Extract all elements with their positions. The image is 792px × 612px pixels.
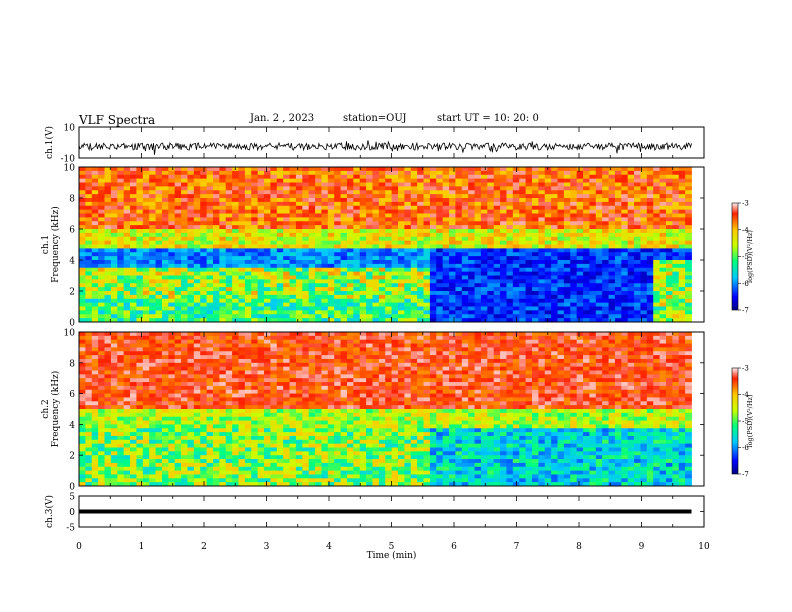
xtick-label: 9: [639, 542, 645, 552]
ch1-spectrogram-ytick-label: 6: [69, 226, 75, 236]
ch1-waveform-trace: [78, 140, 692, 155]
ch2-spectrogram-ytick-label: 10: [64, 329, 76, 339]
xtick-label: 8: [576, 542, 582, 552]
ch2-spectrogram-colorbar-tick: -5: [742, 418, 749, 426]
ch2-spectrogram-ytick-label: 0: [69, 483, 75, 493]
ch1-spectrogram-ylabel: Frequency (kHz): [50, 206, 61, 283]
ch3-waveform-ytick-label: 0: [69, 508, 75, 518]
xtick-label: 4: [326, 542, 332, 552]
ch2-spectrogram-ytick-label: 6: [69, 390, 75, 400]
ch2-spectrogram-colorbar-tick: -3: [742, 365, 749, 373]
ch2-spectrogram-colorbar-tick: -4: [742, 391, 749, 399]
ch1-spectrogram-colorbar: [731, 202, 739, 311]
ch2-spectrogram-ytick-label: 8: [69, 359, 75, 369]
ch1-spectrogram-colorbar-tick: -4: [742, 226, 749, 234]
xtick-label: 2: [201, 542, 207, 552]
ch2-spectrogram-ylabel: Frequency (kHz): [50, 371, 61, 448]
ch1-waveform-ytick-label: 10: [64, 124, 76, 134]
ch1-waveform-ytick-label: -10: [61, 155, 76, 165]
ch1-spectrogram-channel-label: ch.1: [41, 235, 51, 254]
ch1-spectrogram-ytick-label: 8: [69, 195, 75, 205]
xtick-label: 0: [76, 542, 82, 552]
ch3-waveform-ytick-label: 5: [69, 493, 75, 503]
ch3-waveform-ytick-label: -5: [66, 524, 75, 534]
spectrogram-ch1: [79, 167, 692, 323]
ch2-spectrogram-colorbar: [731, 367, 739, 475]
ch1-spectrogram-colorbar-label: log(PSD)(V²/Hz): [746, 230, 754, 283]
start-ut-label: start UT = 10: 20: 0: [437, 113, 539, 124]
ch1-spectrogram-colorbar-tick: -7: [742, 307, 749, 315]
ch1-spectrogram-colorbar-tick: -6: [742, 280, 749, 288]
xtick-label: 3: [264, 542, 270, 552]
ch1-spectrogram-ytick-label: 4: [69, 257, 75, 267]
ch1-waveform-ylabel: ch.1(V): [44, 126, 55, 159]
ch2-spectrogram-channel-label: ch.2: [41, 399, 51, 418]
xtick-label: 6: [451, 542, 457, 552]
station-label: station=OUJ: [343, 113, 407, 124]
date-label: Jan. 2 , 2023: [250, 113, 315, 124]
ch1-spectrogram-ytick-label: 10: [64, 164, 76, 174]
ch2-spectrogram-ytick-label: 2: [69, 452, 75, 462]
xtick-label: 1: [139, 542, 145, 552]
ch2-spectrogram-ytick-label: 4: [69, 421, 75, 431]
ch2-spectrogram-colorbar-tick: -7: [742, 471, 749, 479]
ch3-waveform-ylabel: ch.3(V): [44, 495, 55, 528]
xtick-label: 7: [514, 542, 520, 552]
x-axis-label: Time (min): [367, 550, 417, 561]
ch1-spectrogram-colorbar-tick: -5: [742, 253, 749, 261]
ch1-spectrogram-colorbar-tick: -3: [742, 200, 749, 208]
spectrogram-ch2: [79, 332, 692, 487]
ch1-spectrogram-ytick-label: 2: [69, 288, 75, 298]
xtick-label: 10: [698, 542, 710, 552]
xtick-label: 5: [389, 542, 395, 552]
chart-title: VLF Spectra: [79, 113, 156, 127]
ch1-spectrogram-ytick-label: 0: [69, 319, 75, 329]
ch2-spectrogram-colorbar-tick: -6: [742, 444, 749, 452]
ch2-spectrogram-colorbar-label: log(PSD)(V²/Hz): [746, 394, 754, 447]
